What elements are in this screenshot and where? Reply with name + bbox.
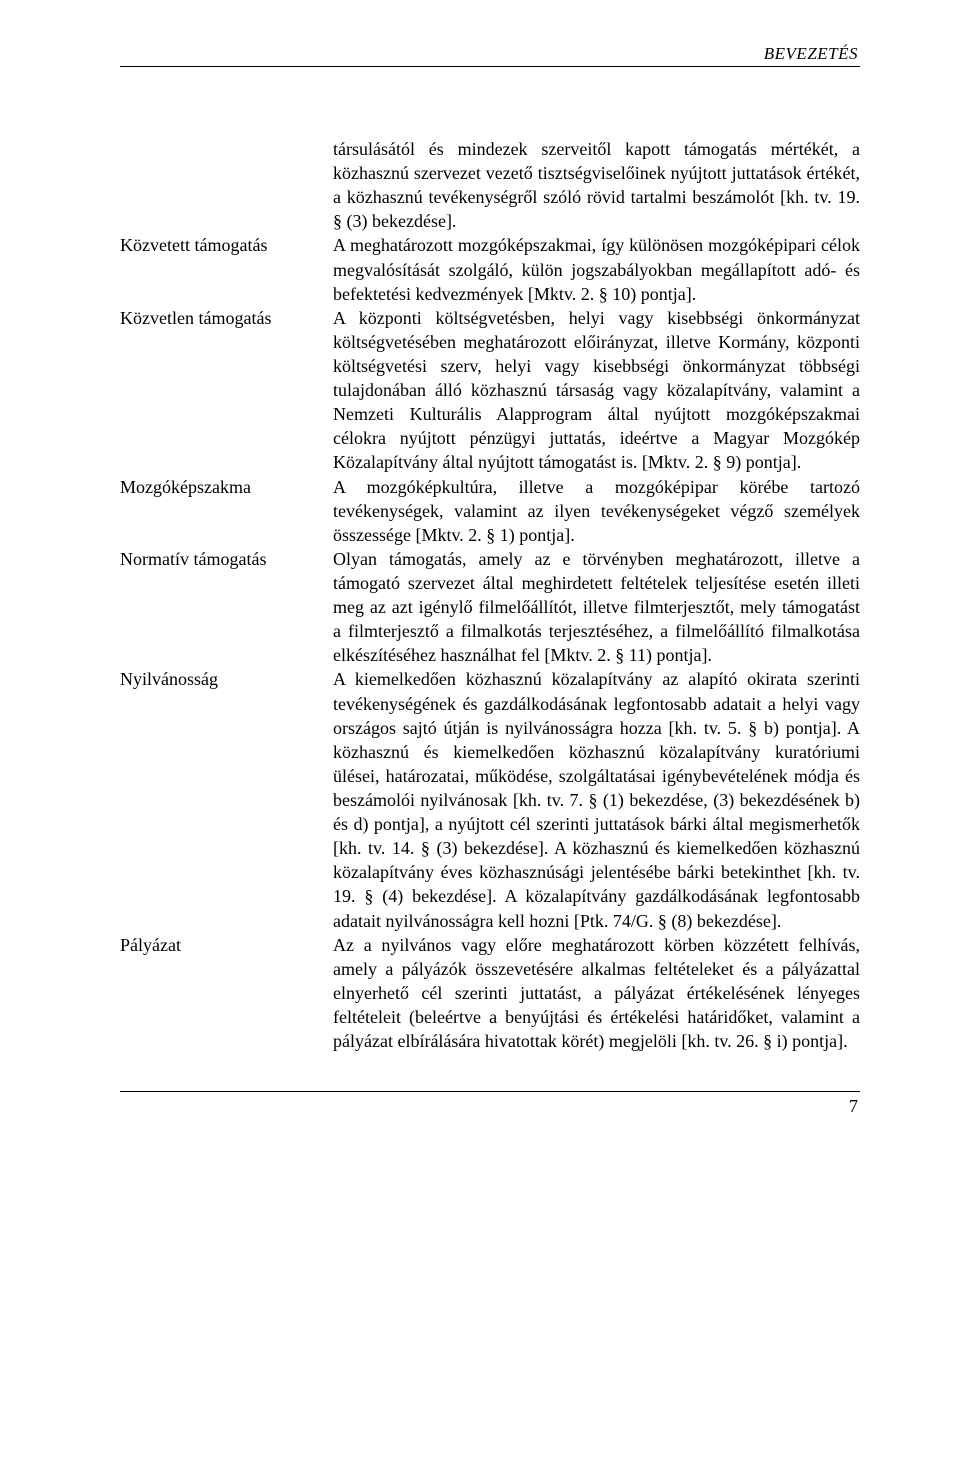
page: BEVEZETÉS társulásától és mindezek szerv… [0, 0, 960, 1467]
definition-list: társulásától és mindezek szerveitől kapo… [120, 137, 860, 1053]
term-label: Nyilvánosság [120, 667, 333, 691]
definition-row: Normatív támogatás Olyan támogatás, amel… [120, 547, 860, 668]
definition-text: Az a nyilvános vagy előre meghatározott … [333, 933, 860, 1054]
page-number: 7 [120, 1092, 860, 1117]
term-label: Normatív támogatás [120, 547, 333, 571]
definition-row: társulásától és mindezek szerveitől kapo… [120, 137, 860, 233]
definition-text: A meghatározott mozgóképszakmai, így kül… [333, 233, 860, 305]
definition-text: A központi költségvetésben, helyi vagy k… [333, 306, 860, 475]
definition-text: A mozgóképkultúra, illetve a mozgóképipa… [333, 475, 860, 547]
term-label: Pályázat [120, 933, 333, 957]
footer-rule [120, 1091, 860, 1092]
running-head: BEVEZETÉS [120, 44, 860, 67]
definition-text: társulásától és mindezek szerveitől kapo… [333, 137, 860, 233]
definition-text: Olyan támogatás, amely az e törvényben m… [333, 547, 860, 668]
definition-row: Pályázat Az a nyilvános vagy előre megha… [120, 933, 860, 1054]
definition-row: Nyilvánosság A kiemelkedően közhasznú kö… [120, 667, 860, 932]
definition-row: Közvetlen támogatás A központi költségve… [120, 306, 860, 475]
term-label: Közvetlen támogatás [120, 306, 333, 330]
term-label: Mozgóképszakma [120, 475, 333, 499]
term-label: Közvetett támogatás [120, 233, 333, 257]
definition-row: Közvetett támogatás A meghatározott mozg… [120, 233, 860, 305]
definition-text: A kiemelkedően közhasznú közalapítvány a… [333, 667, 860, 932]
definition-row: Mozgóképszakma A mozgóképkultúra, illetv… [120, 475, 860, 547]
